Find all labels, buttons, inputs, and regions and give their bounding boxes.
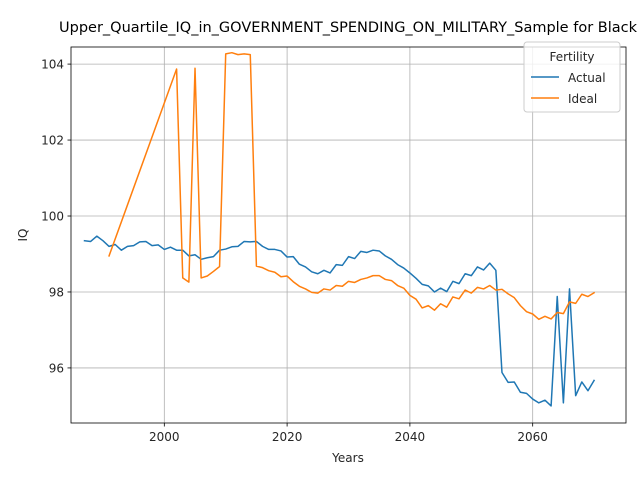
legend-title: Fertility	[549, 50, 594, 64]
plot-frame	[70, 46, 627, 424]
chart-title: Upper_Quartile_IQ_in_GOVERNMENT_SPENDING…	[59, 20, 638, 36]
legend-label-actual: Actual	[568, 71, 606, 85]
legend: Fertility Actual Ideal	[523, 41, 621, 113]
series-lines	[83, 51, 596, 407]
x-tick-label: 2040	[395, 430, 426, 444]
legend-box	[523, 41, 621, 113]
x-tick-label: 2060	[517, 430, 548, 444]
y-tick-label: 100	[41, 210, 64, 224]
series-line-ideal	[108, 51, 596, 321]
legend-label-ideal: Ideal	[568, 92, 597, 106]
axis-ticks: 2000 2020 2040 2060 96 98 100 102 104	[41, 58, 548, 444]
series-line-actual	[83, 235, 596, 407]
y-tick-label: 96	[49, 361, 64, 375]
x-tick-label: 2000	[149, 430, 180, 444]
y-axis-label: IQ	[16, 229, 30, 242]
y-tick-label: 98	[49, 285, 64, 299]
x-axis-label: Years	[331, 451, 364, 465]
y-tick-label: 104	[41, 58, 64, 72]
y-tick-label: 102	[41, 134, 64, 148]
x-tick-label: 2020	[272, 430, 303, 444]
